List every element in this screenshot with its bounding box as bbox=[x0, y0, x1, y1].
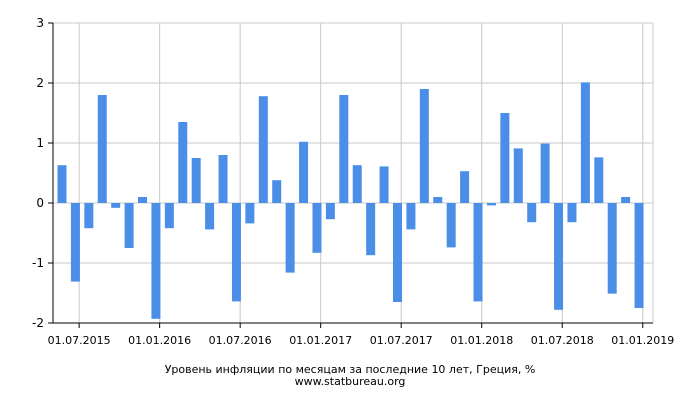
bar-2017-10 bbox=[433, 197, 443, 203]
x-tick-label: 01.01.2019 bbox=[611, 334, 674, 347]
bar-2016-02 bbox=[164, 203, 174, 229]
bar-2018-10 bbox=[594, 157, 604, 203]
bar-2018-06 bbox=[540, 143, 550, 203]
x-tick-label: 01.01.2018 bbox=[450, 334, 513, 347]
bar-2017-06 bbox=[379, 166, 389, 203]
bar-2016-11 bbox=[285, 203, 295, 273]
bar-2016-12 bbox=[299, 141, 309, 203]
bar-2018-04 bbox=[513, 148, 523, 203]
bar-2016-07 bbox=[231, 203, 241, 302]
bar-2017-08 bbox=[406, 203, 416, 230]
x-tick-label: 01.07.2016 bbox=[209, 334, 272, 347]
bar-2017-11 bbox=[446, 203, 456, 248]
bar-2016-04 bbox=[191, 158, 201, 203]
bar-2015-06 bbox=[57, 165, 67, 203]
x-tick-label: 01.07.2017 bbox=[370, 334, 433, 347]
bar-2016-05 bbox=[205, 203, 215, 230]
bar-2015-10 bbox=[111, 203, 121, 208]
bar-2015-08 bbox=[84, 203, 94, 229]
bar-2017-03 bbox=[339, 95, 349, 203]
x-tick-label: 01.01.2017 bbox=[289, 334, 352, 347]
y-tick-label: 2 bbox=[36, 76, 44, 90]
bar-2018-09 bbox=[580, 82, 590, 203]
bar-2016-08 bbox=[245, 203, 255, 224]
bar-2018-02 bbox=[486, 203, 496, 206]
bar-2018-01 bbox=[473, 203, 483, 302]
bar-2016-09 bbox=[258, 96, 268, 203]
x-tick-label: 01.07.2015 bbox=[48, 334, 111, 347]
bar-2017-02 bbox=[325, 203, 335, 220]
bar-2015-09 bbox=[97, 95, 107, 203]
bar-2015-12 bbox=[138, 197, 148, 203]
bar-2016-03 bbox=[178, 122, 188, 203]
bar-2016-06 bbox=[218, 155, 228, 203]
bar-2017-05 bbox=[366, 203, 376, 256]
bar-2019-01 bbox=[634, 203, 644, 308]
y-tick-label: 0 bbox=[36, 196, 44, 210]
bar-2017-01 bbox=[312, 203, 322, 253]
bar-2017-04 bbox=[352, 165, 362, 203]
y-tick-label: 1 bbox=[36, 136, 44, 150]
axes: -2 -1 0 1 2 3 01.07.2015 01.01.2016 01.07.2016 01… bbox=[32, 16, 674, 347]
x-tick-label: 01.07.2018 bbox=[531, 334, 594, 347]
bar-2018-03 bbox=[500, 113, 510, 203]
bars bbox=[57, 82, 644, 319]
bar-2016-01 bbox=[151, 203, 161, 319]
bar-2017-09 bbox=[419, 89, 429, 203]
bar-2015-07 bbox=[70, 203, 80, 282]
bar-2018-07 bbox=[554, 203, 564, 310]
bar-2018-12 bbox=[621, 197, 631, 203]
bar-2016-10 bbox=[272, 180, 282, 203]
bar-2017-07 bbox=[393, 203, 402, 302]
x-tick-label: 01.01.2016 bbox=[128, 334, 191, 347]
chart-source: www.statbureau.org bbox=[294, 375, 406, 388]
bar-2018-08 bbox=[567, 203, 577, 223]
y-tick-label: 3 bbox=[36, 16, 44, 30]
y-tick-label: -1 bbox=[32, 256, 44, 270]
y-tick-label: -2 bbox=[32, 316, 44, 330]
chart-plot-svg: -2 -1 0 1 2 3 01.07.2015 01.01.2016 01.07.2016 01… bbox=[32, 16, 674, 347]
bar-2017-12 bbox=[460, 171, 470, 203]
bar-2018-05 bbox=[527, 203, 537, 223]
bar-2015-11 bbox=[124, 203, 134, 248]
chart-title: Уровень инфляции по месяцам за последние… bbox=[164, 363, 536, 376]
bar-2018-11 bbox=[607, 203, 617, 294]
